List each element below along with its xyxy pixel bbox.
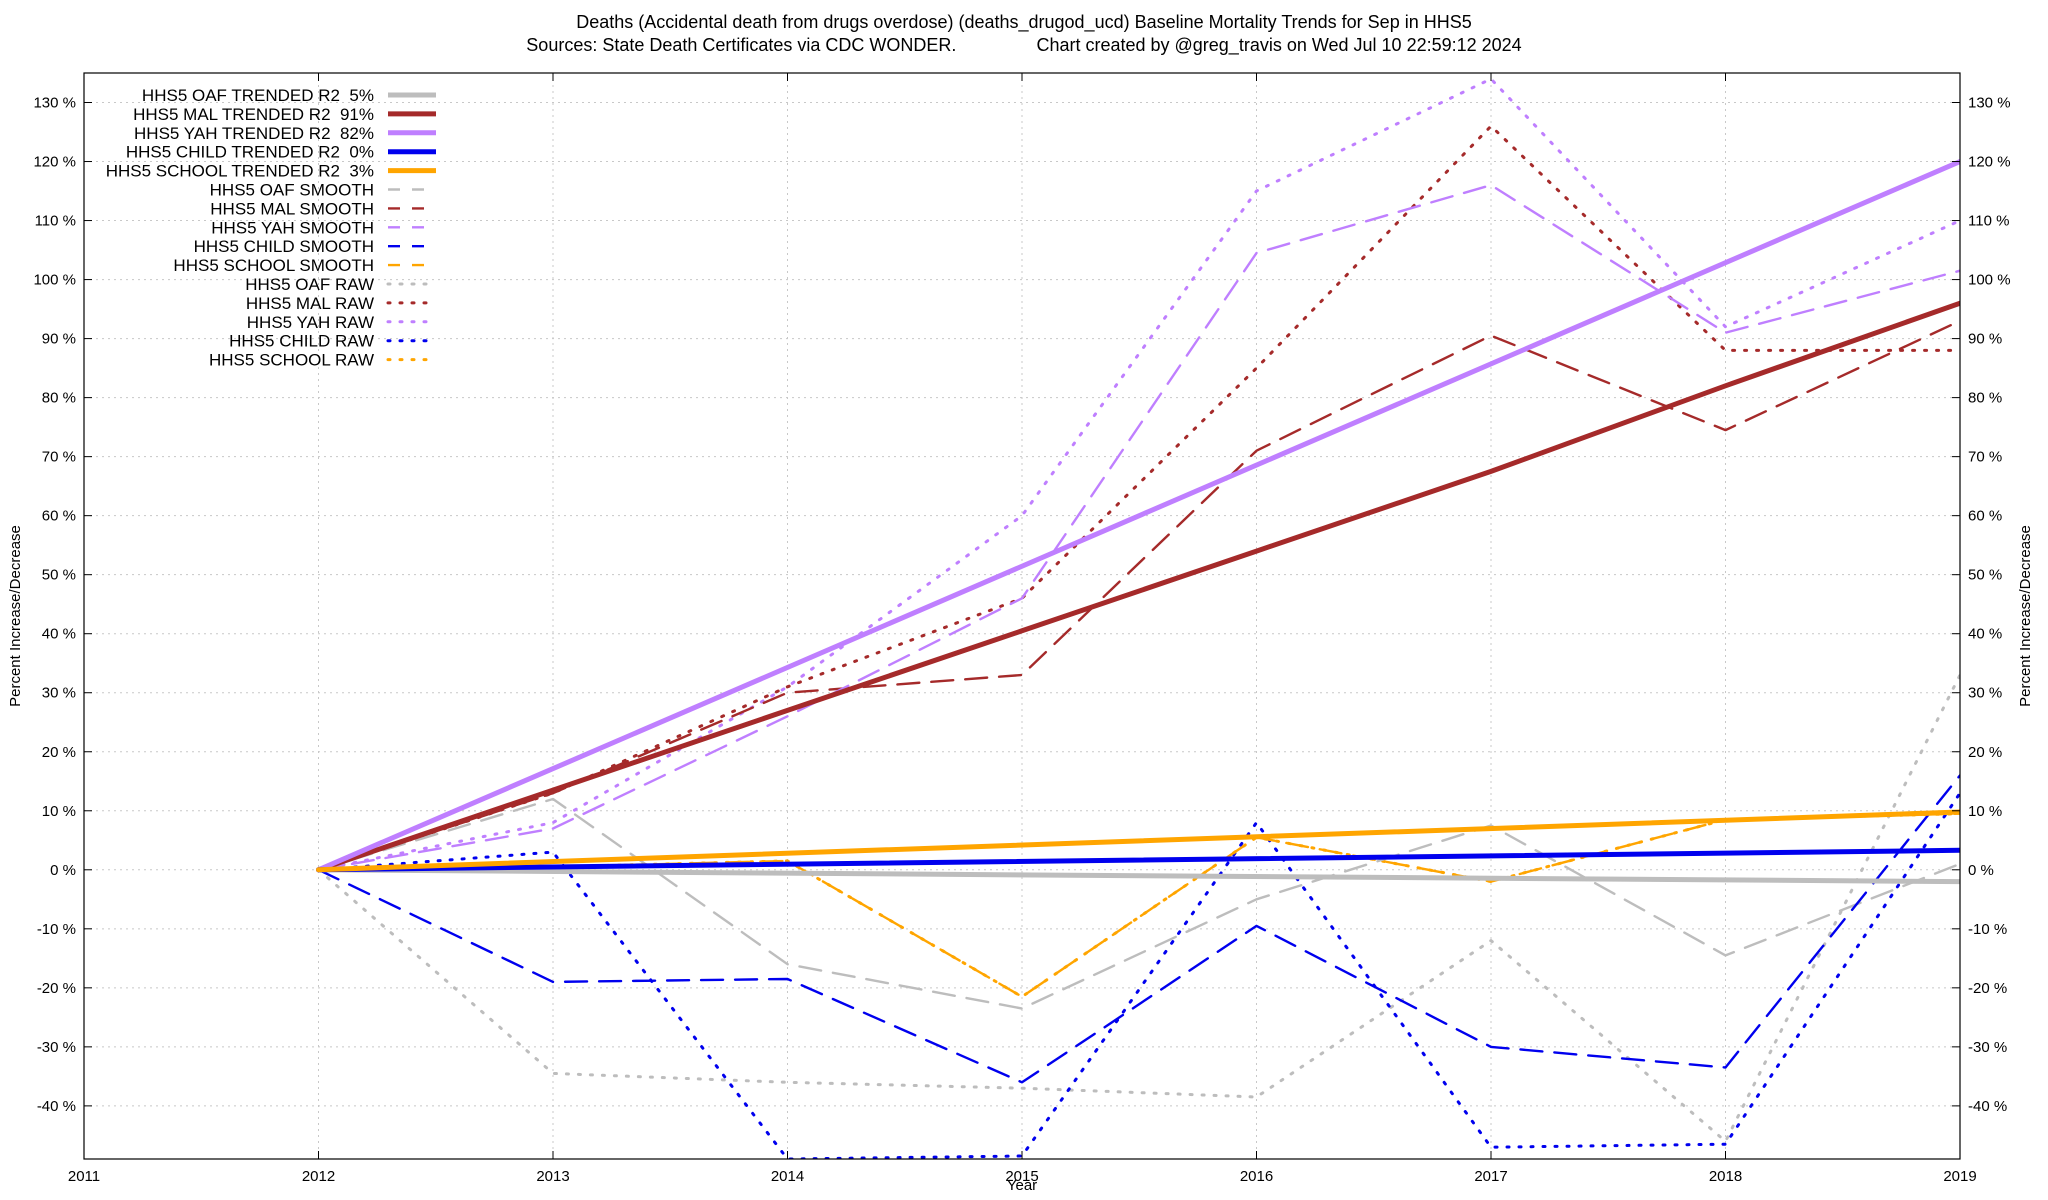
y-tick-label-left: -10 % [37,921,76,938]
series-line-hhs5-yah-smooth [317,183,1960,871]
y-tick-label-left: 10 % [42,803,76,820]
y-tick-label-left: 20 % [42,744,76,761]
y-tick-label-right: 110 % [1968,213,2009,230]
x-tick-label: 2011 [68,1168,100,1185]
x-tick-label: 2019 [1943,1168,1976,1185]
series-line-hhs5-mal-trended-r2-91 [316,300,1960,873]
series-line-hhs5-child-smooth [317,774,1960,1084]
series-line-hhs5-school-trended-r2-3 [316,809,1960,873]
x-tick-label: 2016 [1240,1168,1273,1185]
legend-label: HHS5 SCHOOL SMOOTH [173,256,374,275]
y-tick-label-left: 70 % [42,449,76,466]
y-tick-label-left: 100 % [33,272,76,289]
legend-label: HHS5 CHILD RAW [229,332,374,351]
x-axis-label: Year [1007,1177,1037,1194]
series-line-hhs5-child-raw [317,791,1960,1159]
legend-label: HHS5 OAF RAW [245,275,374,294]
y-tick-label-right: -20 % [1968,980,2007,997]
legend-label: HHS5 MAL SMOOTH [210,199,374,218]
y-tick-label-right: 100 % [1968,272,2011,289]
y-tick-label-left: -20 % [37,980,76,997]
y-tick-label-right: 50 % [1968,567,2002,584]
y-tick-label-left: 40 % [42,626,76,643]
legend-label: HHS5 OAF SMOOTH [210,181,374,200]
y-tick-label-right: -30 % [1968,1039,2007,1056]
y-tick-label-right: 120 % [1968,154,2011,171]
y-tick-label-left: -30 % [37,1039,76,1056]
chart-title: Deaths (Accidental death from drugs over… [576,12,1471,33]
axis-ticks: 2011 2012 2013 2014 2015 2016 2017 2018 2019 -40 … [33,73,2011,1185]
x-tick-label: 2015 [1005,1168,1038,1185]
y-axis-label-left: Percent Increase/Decrease [7,525,24,707]
y-tick-label-right: 130 % [1968,95,2011,112]
legend-label: HHS5 YAH SMOOTH [211,218,374,237]
series-line-hhs5-yah-trended-r2-82 [316,159,1960,873]
legend-label: HHS5 OAF TRENDED R2 5% [142,86,374,105]
legend-label: HHS5 CHILD SMOOTH [194,237,374,256]
x-tick-label: 2017 [1474,1168,1507,1185]
chart-subtitle: Sources: State Death Certificates via CD… [526,35,1521,56]
y-axis-label-right: Percent Increase/Decrease [2017,525,2034,707]
series-line-hhs5-child-trended-r2-0 [316,847,1960,873]
y-tick-label-left: 0 % [50,862,76,879]
legend-label: HHS5 SCHOOL TRENDED R2 3% [106,162,374,181]
series-line-hhs5-oaf-trended-r2-5 [316,867,1960,885]
y-tick-label-right: 90 % [1968,331,2002,348]
y-tick-label-left: 130 % [33,95,76,112]
legend-label: HHS5 YAH TRENDED R2 82% [134,124,374,143]
x-tick-label: 2013 [536,1168,569,1185]
y-tick-label-left: 120 % [33,154,76,171]
series-line-hhs5-yah-raw [317,77,1960,872]
y-tick-label-right: 20 % [1968,744,2002,761]
x-tick-label: 2012 [302,1168,335,1185]
y-tick-label-left: 60 % [42,508,76,525]
plot-area [316,77,1960,1159]
legend-label: HHS5 CHILD TRENDED R2 0% [126,143,374,162]
y-tick-label-left: 80 % [42,390,76,407]
series-line-hhs5-oaf-smooth [317,797,1960,1010]
y-tick-label-right: -10 % [1968,921,2007,938]
y-tick-label-left: 90 % [42,331,76,348]
x-tick-label: 2014 [771,1168,804,1185]
y-tick-label-left: 30 % [42,685,76,702]
y-tick-label-right: -40 % [1968,1098,2007,1115]
x-tick-label: 2018 [1709,1168,1742,1185]
series-line-hhs5-mal-raw [317,124,1960,872]
series-line-hhs5-oaf-raw [317,673,1960,1143]
y-tick-label-right: 0 % [1968,862,1994,879]
legend: HHS5 OAF TRENDED R2 5%HHS5 MAL TRENDED R… [106,86,438,370]
y-tick-label-left: 110 % [35,213,76,230]
y-tick-label-left: -40 % [37,1098,76,1115]
y-tick-label-right: 80 % [1968,390,2002,407]
legend-label: HHS5 YAH RAW [247,313,374,332]
y-tick-label-right: 30 % [1968,685,2002,702]
y-tick-label-right: 10 % [1968,803,2002,820]
legend-label: HHS5 SCHOOL RAW [209,351,374,370]
y-tick-label-right: 60 % [1968,508,2002,525]
y-tick-label-right: 70 % [1968,449,2002,466]
legend-label: HHS5 MAL TRENDED R2 91% [133,105,374,124]
y-tick-label-right: 40 % [1968,626,2002,643]
y-tick-label-left: 50 % [42,567,76,584]
legend-label: HHS5 MAL RAW [246,294,374,313]
